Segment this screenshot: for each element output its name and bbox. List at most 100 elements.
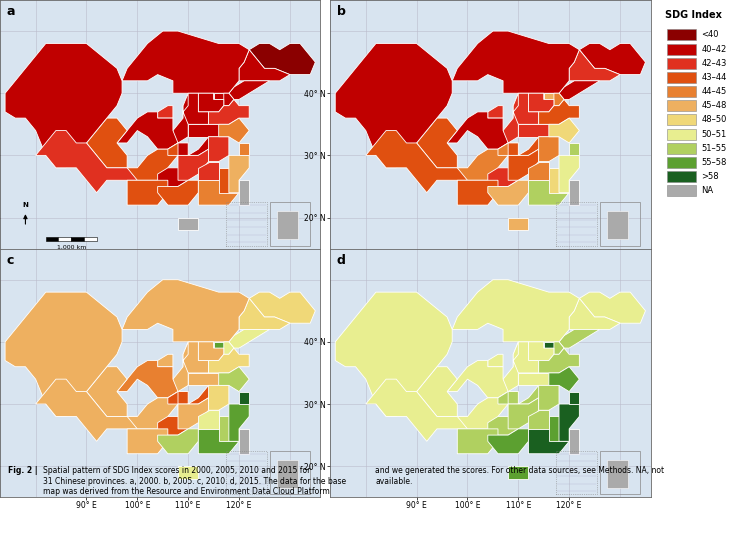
Polygon shape (366, 379, 467, 441)
Text: N: N (22, 202, 28, 208)
Polygon shape (158, 416, 188, 435)
Polygon shape (198, 162, 219, 180)
Polygon shape (554, 93, 564, 106)
Text: SDG Index: SDG Index (664, 10, 722, 20)
Polygon shape (122, 280, 249, 342)
Polygon shape (366, 131, 467, 193)
Bar (668, 114, 696, 126)
Polygon shape (86, 118, 128, 168)
Polygon shape (198, 429, 239, 454)
Polygon shape (198, 410, 219, 429)
Text: d: d (337, 254, 346, 267)
Polygon shape (458, 429, 498, 454)
Bar (668, 128, 696, 140)
Polygon shape (538, 137, 559, 162)
Polygon shape (529, 410, 549, 429)
Bar (600, 450, 640, 494)
Text: 55–58: 55–58 (701, 158, 727, 167)
Text: 51–55: 51–55 (701, 144, 727, 153)
Polygon shape (249, 292, 315, 323)
Bar (226, 450, 267, 494)
Text: 44–45: 44–45 (701, 87, 727, 96)
Bar (668, 143, 696, 154)
Polygon shape (549, 416, 569, 441)
Polygon shape (198, 93, 223, 112)
Text: 45–48: 45–48 (701, 101, 727, 110)
Bar (71, 237, 84, 241)
Bar (608, 460, 628, 488)
Polygon shape (503, 93, 518, 143)
Polygon shape (128, 143, 178, 180)
Polygon shape (158, 168, 188, 186)
Polygon shape (249, 43, 315, 75)
Polygon shape (518, 373, 549, 385)
Text: NA: NA (701, 186, 714, 195)
Polygon shape (178, 466, 198, 479)
Polygon shape (239, 429, 249, 454)
Polygon shape (168, 391, 188, 410)
Polygon shape (509, 385, 549, 404)
Polygon shape (229, 156, 249, 193)
Polygon shape (488, 168, 518, 186)
Polygon shape (579, 43, 646, 75)
Polygon shape (5, 43, 122, 168)
Polygon shape (518, 124, 549, 137)
Bar (668, 157, 696, 168)
Polygon shape (214, 342, 223, 348)
Polygon shape (509, 466, 529, 479)
Text: c: c (7, 254, 13, 267)
Polygon shape (209, 99, 249, 124)
Polygon shape (529, 342, 554, 360)
Polygon shape (544, 93, 554, 99)
Polygon shape (168, 143, 188, 162)
Bar (668, 43, 696, 55)
Polygon shape (239, 298, 290, 330)
Polygon shape (35, 379, 137, 441)
Polygon shape (447, 112, 509, 149)
Polygon shape (458, 180, 498, 205)
Polygon shape (335, 292, 452, 416)
Text: 40–42: 40–42 (701, 44, 727, 54)
Polygon shape (452, 280, 579, 342)
Text: 1,000 km: 1,000 km (56, 244, 86, 249)
Polygon shape (559, 156, 579, 193)
Polygon shape (229, 81, 269, 99)
Text: >58: >58 (701, 172, 719, 181)
Polygon shape (529, 429, 569, 454)
Polygon shape (86, 367, 128, 416)
Polygon shape (128, 180, 168, 205)
Bar (556, 450, 597, 494)
Polygon shape (209, 348, 249, 373)
Polygon shape (488, 429, 529, 454)
Bar (600, 202, 640, 246)
Bar (278, 460, 298, 488)
Polygon shape (498, 143, 518, 162)
Bar (556, 202, 597, 246)
Polygon shape (178, 137, 219, 156)
Bar (278, 211, 298, 240)
Polygon shape (447, 360, 509, 398)
Polygon shape (503, 342, 518, 391)
Bar (269, 450, 310, 494)
Polygon shape (513, 93, 538, 124)
Polygon shape (509, 217, 529, 230)
Bar (608, 211, 628, 240)
Polygon shape (158, 106, 173, 118)
Polygon shape (219, 416, 239, 441)
Polygon shape (569, 180, 579, 205)
Polygon shape (178, 149, 209, 180)
Text: a: a (7, 5, 15, 18)
Polygon shape (452, 31, 579, 93)
Polygon shape (239, 50, 290, 81)
Polygon shape (158, 180, 198, 205)
Text: 50–51: 50–51 (701, 130, 727, 139)
Polygon shape (198, 180, 239, 205)
Polygon shape (117, 360, 178, 398)
Polygon shape (219, 118, 249, 143)
Bar (269, 202, 310, 246)
Polygon shape (239, 143, 249, 156)
Polygon shape (544, 342, 554, 348)
Polygon shape (178, 217, 198, 230)
Polygon shape (538, 99, 579, 124)
Polygon shape (224, 342, 234, 354)
